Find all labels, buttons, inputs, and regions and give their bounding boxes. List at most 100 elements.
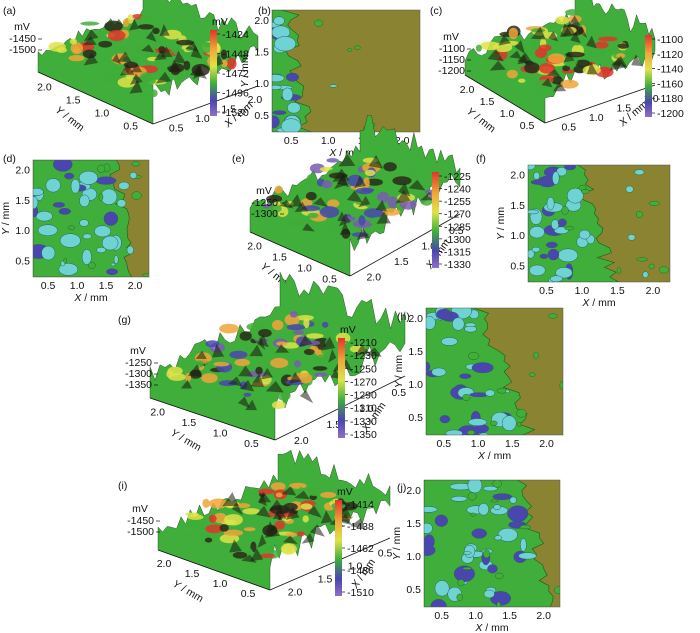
contour-spot (580, 189, 590, 194)
surface-patch (383, 162, 397, 172)
contour-island (557, 248, 579, 263)
colorbar-tick-label: -1510 (347, 587, 374, 599)
contour-island (272, 74, 285, 83)
colorbar-tick-label: -1330 (350, 416, 377, 428)
surface-patch (562, 65, 571, 72)
surface-patch (181, 357, 193, 368)
contour-spot (561, 206, 569, 215)
colorbar-tick-label: -1225 (444, 171, 471, 183)
surface-patch (314, 354, 328, 364)
surface-shadow (238, 365, 254, 377)
x-axis-label: X / mm (581, 297, 616, 309)
y-tick-label: 1.0 (213, 578, 228, 590)
surface-patch (303, 348, 315, 356)
panel-a: (a) -1450-1500 mV 2.0 1.5 1.0 0.5 Y / mm 0.5 1.0 1… (3, 0, 262, 134)
surface-shadow (368, 155, 384, 169)
contour-spot (329, 84, 338, 88)
contour-island (445, 429, 463, 435)
contour-island (94, 225, 112, 238)
surface-shadow (130, 63, 143, 73)
surface-patch (326, 158, 339, 163)
contour-spot (131, 161, 140, 167)
surface-patch (506, 69, 518, 79)
contour-island (64, 172, 75, 180)
surface-patch (141, 93, 154, 98)
surface-patch (298, 372, 313, 384)
colorbar-tick-label: -1520 (222, 107, 249, 119)
colorbar-tick-label: -1160 (657, 78, 683, 90)
surface-shadow (294, 490, 310, 500)
surface-patch (321, 180, 333, 189)
contour-island (549, 275, 563, 282)
surface-shadow (566, 15, 581, 29)
surface-shadow (288, 372, 302, 384)
contour-spot (468, 352, 480, 360)
contour-island (533, 171, 540, 180)
contour-spot (634, 169, 645, 176)
contour-spot (490, 420, 498, 426)
surface-patch (617, 43, 630, 49)
contour-spot (113, 255, 119, 264)
surface-shadow (354, 344, 370, 357)
contour-field (33, 160, 149, 277)
x-tick-label: 1.5 (502, 610, 517, 622)
x-tick-label: 1.5 (221, 103, 236, 115)
surface-shadow (498, 34, 511, 46)
surface-shadow (185, 41, 199, 52)
contour-spot (528, 372, 536, 377)
x-tick-label: 1.0 (321, 135, 336, 147)
surface-patch (598, 36, 618, 42)
surface-patch (213, 512, 228, 524)
surface-patch (358, 215, 366, 226)
surface-patch (56, 47, 68, 53)
contour-island (81, 249, 92, 265)
surface-shadow (257, 533, 267, 548)
contour-field (426, 308, 563, 435)
surface-patch (202, 498, 210, 508)
contour-spot (483, 589, 495, 599)
x-axis-line (544, 84, 656, 124)
surface-patch (268, 204, 282, 213)
y-tick-label: 1.5 (510, 200, 525, 212)
y-tick-label: 1.0 (408, 379, 423, 391)
surface-patch (296, 531, 305, 537)
surface-patch (239, 331, 252, 341)
contour-island (52, 202, 65, 208)
surface-shadow (517, 52, 532, 65)
contour-island (58, 207, 71, 215)
surface-shadow (83, 29, 99, 42)
contour-spot (467, 430, 475, 435)
contour-island (501, 415, 517, 432)
surface-patch (387, 196, 398, 209)
surface-patch (201, 42, 212, 54)
surface-shadow (376, 211, 391, 224)
surface-shadow (548, 31, 559, 42)
contour-spot (129, 171, 137, 179)
contour-spot (516, 408, 527, 418)
contour-spot (96, 164, 106, 173)
surface-patch (364, 169, 376, 177)
surface-shadow (346, 190, 363, 203)
y-tick-label: 0.5 (15, 256, 30, 268)
y-tick-label: 1.0 (213, 427, 228, 439)
contour-spot (87, 261, 96, 269)
x-tick-label: 1.0 (195, 113, 210, 125)
contour-island (100, 188, 118, 205)
contour-spot (131, 191, 142, 200)
surface-patch (280, 543, 297, 555)
contour-spot (142, 273, 149, 277)
panel-i: (i) -1450-1500 mV 2.0 1.5 1.0 0.5 Y / mm 2.0 1.5 1… (118, 449, 392, 605)
x-tick-label: 0.5 (391, 387, 406, 399)
contour-spot (98, 193, 104, 201)
surface-patch (258, 328, 272, 338)
y-axis-label: Y / mm (170, 578, 205, 605)
colorbar-tick-label: -1486 (347, 565, 374, 577)
surface-patch (184, 521, 195, 528)
colorbar-tick-label: -1315 (444, 246, 471, 258)
x-tick-label: 2.0 (536, 610, 551, 622)
contour-island (95, 176, 117, 185)
surface-patch (152, 27, 160, 35)
x-axis-label: X / mm (73, 292, 108, 304)
x-tick-label: 1.0 (359, 403, 374, 415)
